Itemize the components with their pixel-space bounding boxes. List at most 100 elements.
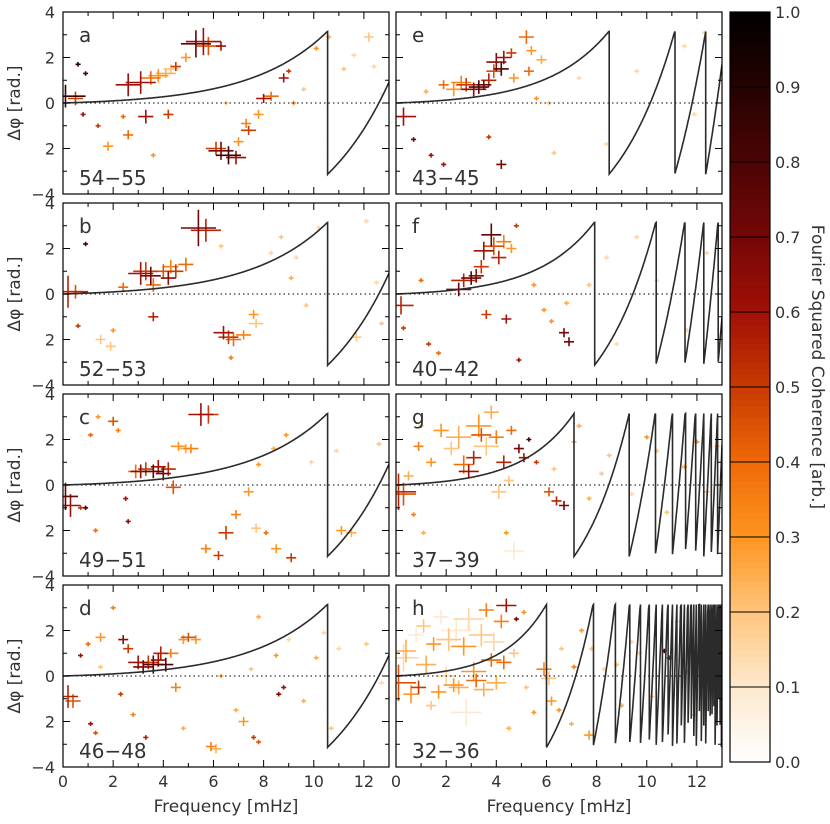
data-point <box>93 730 99 736</box>
data-point <box>363 32 374 42</box>
y-axis-title: Δφ [rad.] <box>5 447 25 522</box>
x-tick-label: 12 <box>354 772 374 791</box>
colorbar-cell <box>730 599 770 607</box>
data-point <box>286 637 292 642</box>
colorbar-cell <box>730 699 770 707</box>
colorbar-cell <box>730 505 770 513</box>
data-point <box>438 80 449 90</box>
x-tick-label: 4 <box>158 772 168 791</box>
colorbar-cell <box>730 618 770 626</box>
data-point <box>408 628 424 642</box>
colorbar-cell <box>730 612 770 619</box>
data-point <box>551 496 562 506</box>
colorbar-cell <box>730 705 770 713</box>
panel-range-label: 40−42 <box>412 357 480 381</box>
colorbar-tick-label: 0.6 <box>775 303 800 322</box>
colorbar-cell <box>730 462 770 469</box>
data-point <box>541 307 547 313</box>
data-point <box>441 619 472 642</box>
data-point <box>308 460 314 465</box>
data-point <box>451 698 482 726</box>
data-point <box>531 710 537 715</box>
colorbar-cell <box>730 543 770 551</box>
data-point <box>180 209 216 247</box>
data-point <box>205 141 226 156</box>
y-tick-label: −4 <box>31 185 55 204</box>
colorbar-cell <box>730 655 770 663</box>
data-point <box>278 234 284 240</box>
data-point <box>423 89 429 94</box>
data-point <box>95 334 106 345</box>
data-point <box>190 218 221 242</box>
colorbar-cell <box>730 374 770 382</box>
data-point <box>473 241 494 260</box>
colorbar-cell <box>730 324 770 332</box>
data-point <box>431 685 447 699</box>
data-point <box>301 698 307 704</box>
data-point <box>493 614 509 629</box>
colorbar-cell <box>730 112 770 119</box>
y-tick-label: 4 <box>45 576 55 595</box>
colorbar-cell <box>730 630 770 638</box>
x-tick-label: 4 <box>491 772 501 791</box>
colorbar-cell <box>730 499 770 507</box>
colorbar-cell <box>730 105 770 113</box>
x-tick-label: 0 <box>391 772 401 791</box>
data-point <box>243 487 254 497</box>
x-tick-label: 8 <box>259 772 269 791</box>
colorbar-cell <box>730 218 770 226</box>
colorbar-cell <box>730 674 770 682</box>
data-point <box>123 496 129 501</box>
data-point <box>238 717 249 726</box>
data-point <box>458 464 479 479</box>
panel-letter: h <box>412 596 425 620</box>
data-point <box>691 112 697 117</box>
colorbar-cell <box>730 87 770 94</box>
data-point <box>118 691 124 697</box>
colorbar-cell <box>730 549 770 557</box>
data-point <box>523 66 534 76</box>
data-point <box>133 262 159 281</box>
data-point <box>128 262 154 285</box>
data-point <box>148 312 159 322</box>
data-point <box>396 107 417 126</box>
data-point <box>428 153 434 158</box>
panel-range-label: 54−55 <box>79 166 147 190</box>
data-point <box>704 250 710 256</box>
data-point <box>496 159 507 169</box>
data-point <box>226 150 247 165</box>
colorbar-cell <box>730 749 770 757</box>
data-point <box>453 455 474 474</box>
data-point <box>466 414 492 438</box>
data-point <box>433 610 449 624</box>
data-point <box>396 664 417 701</box>
data-point <box>513 223 519 228</box>
data-point <box>110 605 116 610</box>
data-point <box>483 405 499 419</box>
data-point <box>421 530 427 535</box>
colorbar-cell <box>730 643 770 651</box>
colorbar-cell <box>730 418 770 426</box>
data-point <box>88 432 94 438</box>
data-point <box>518 30 534 44</box>
data-point <box>95 414 101 419</box>
data-point <box>63 685 78 708</box>
data-point <box>526 46 537 56</box>
colorbar-cell <box>730 162 770 169</box>
colorbar-cell <box>730 12 770 19</box>
data-point <box>328 726 334 731</box>
data-point <box>396 473 417 510</box>
data-point <box>483 632 504 651</box>
y-tick-label: 4 <box>45 3 55 22</box>
data-point <box>63 482 78 510</box>
colorbar-cell <box>730 424 770 432</box>
data-point <box>506 243 517 254</box>
data-point <box>491 485 507 499</box>
data-point <box>251 735 257 740</box>
data-point <box>396 639 417 663</box>
data-point <box>416 619 432 633</box>
data-point <box>303 303 309 308</box>
colorbar-title: Fourier Squared Coherence [arb.] <box>807 225 827 509</box>
data-point <box>118 635 129 645</box>
colorbar-cell <box>730 437 770 444</box>
